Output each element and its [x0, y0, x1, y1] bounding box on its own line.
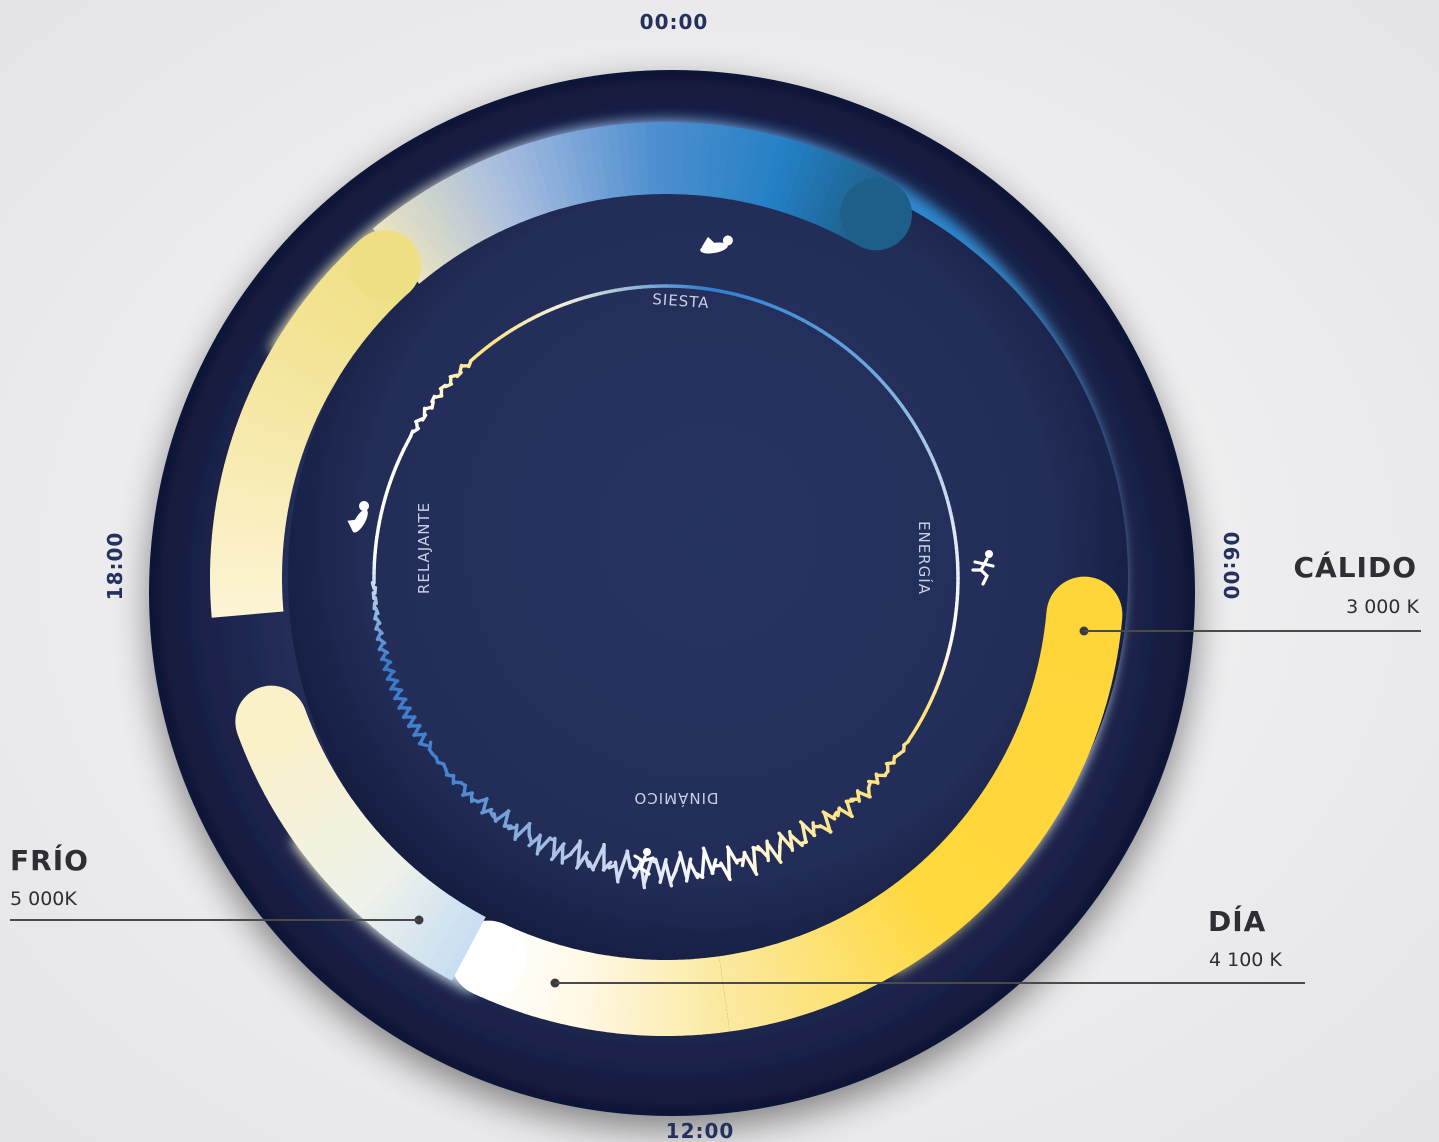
exercising-person-icon [631, 848, 655, 876]
callout-day: DÍA 4 100 K [550, 904, 1305, 988]
cold-arc [235, 685, 486, 981]
night-arc [372, 121, 912, 284]
warm-arc [719, 576, 1123, 1032]
callout-day-value: 4 100 K [1209, 949, 1282, 971]
inner-disc [288, 157, 1128, 997]
mode-label-top: SIESTA [652, 290, 710, 312]
day-arc [450, 920, 730, 1036]
callout-day-title: DÍA [1208, 904, 1266, 938]
running-person-icon [971, 550, 995, 586]
evening-arc [210, 229, 421, 618]
mode-label-left: RELAJANTE [415, 502, 433, 594]
callout-warm-value: 3 000 K [1346, 596, 1419, 618]
mode-label-bottom: DINÁMICO [633, 789, 718, 808]
time-label-bottom: 12:00 [666, 1119, 735, 1142]
sleeping-person-icon [700, 235, 733, 254]
time-label-right: 06:00 [1219, 532, 1243, 601]
time-label-left: 18:00 [103, 532, 127, 601]
callout-warm-title: CÁLIDO [1293, 550, 1417, 584]
mode-label-right: ENERGÍA [915, 521, 934, 595]
callout-cold-title: FRÍO [10, 843, 89, 877]
light-arcs [210, 121, 1123, 1036]
time-label-top: 00:00 [640, 10, 709, 34]
callout-warm: CÁLIDO 3 000 K [1079, 550, 1421, 636]
reclining-person-icon [347, 501, 370, 533]
callout-cold-value: 5 000K [10, 888, 77, 910]
callout-cold: FRÍO 5 000K [10, 843, 424, 925]
